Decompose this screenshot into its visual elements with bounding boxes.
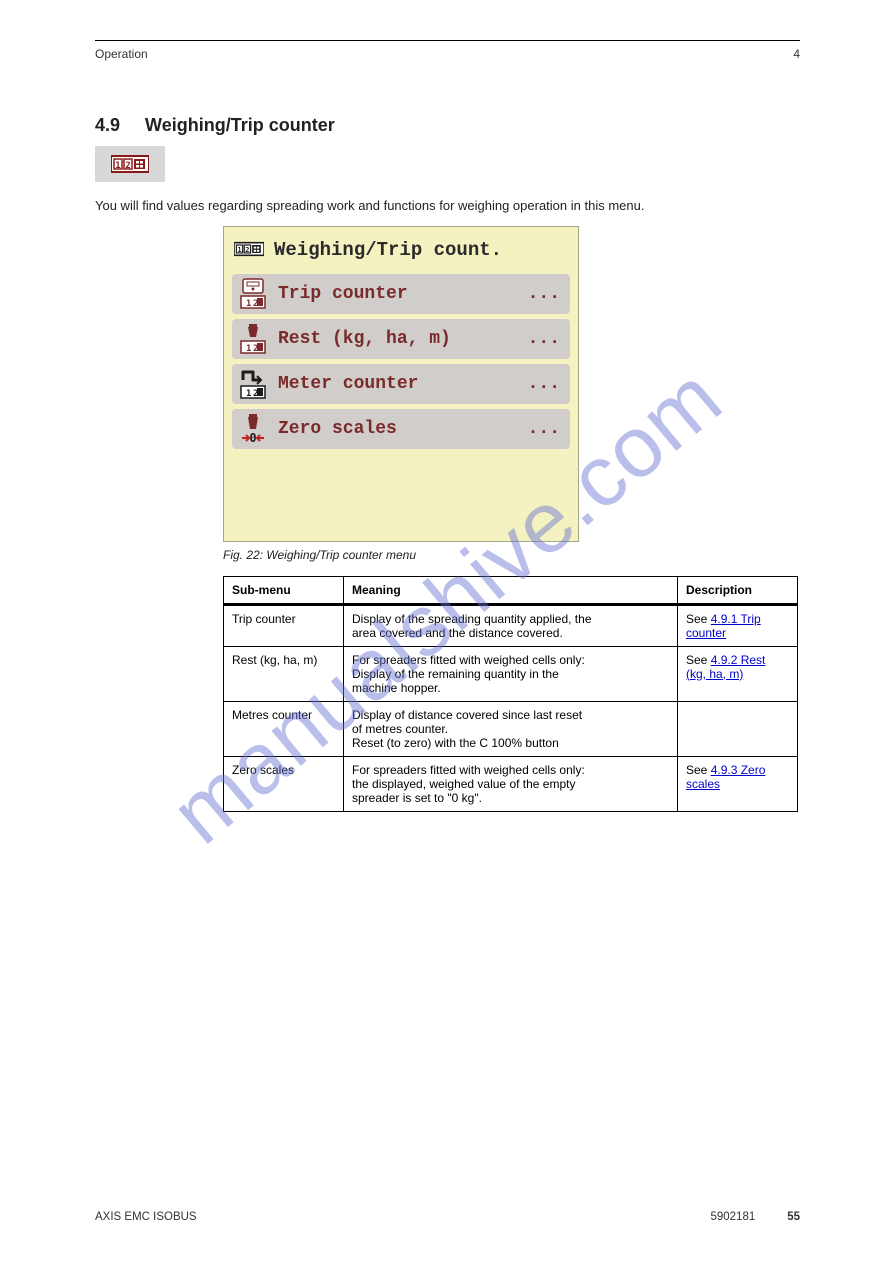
running-header: Operation 4: [95, 47, 800, 61]
desc-prefix: See: [686, 653, 711, 667]
cell-submenu: Trip counter: [224, 604, 344, 646]
figure-label: Fig. 22:: [223, 548, 263, 562]
svg-text:0: 0: [249, 431, 256, 445]
svg-text:1: 1: [115, 161, 120, 171]
cell-meaning: Display of distance covered since last r…: [344, 701, 678, 756]
svg-text:2: 2: [245, 245, 249, 254]
intro-paragraph: You will find values regarding spreading…: [95, 196, 800, 216]
page-footer: AXIS EMC ISOBUS 5902181 55: [95, 1211, 800, 1223]
svg-text:2: 2: [125, 161, 130, 171]
col-header-submenu: Sub-menu: [224, 576, 344, 604]
odometer-badge: 1 2: [95, 146, 165, 182]
cell-description: [678, 701, 798, 756]
cell-meaning: Display of the spreading quantity applie…: [344, 604, 678, 646]
figure-text: Weighing/Trip counter menu: [266, 548, 416, 562]
screen-title: Weighing/Trip count.: [274, 239, 502, 261]
menu-item-trip-counter[interactable]: 1 2 Trip counter ...: [232, 274, 570, 314]
figure-caption: Fig. 22: Weighing/Trip counter menu: [223, 548, 579, 562]
device-screenshot: 1 2 Weighing/Trip count.: [223, 226, 579, 562]
svg-text:1: 1: [246, 389, 251, 399]
cell-submenu: Rest (kg, ha, m): [224, 646, 344, 701]
menu-label: Rest (kg, ha, m): [278, 329, 518, 349]
footer-right: 5902181 55: [710, 1211, 800, 1223]
menu-label: Trip counter: [278, 284, 518, 304]
table-header-row: Sub-menu Meaning Description: [224, 576, 798, 604]
page-content: Operation 4 4.9 Weighing/Trip counter 1 …: [95, 40, 800, 812]
table-row: Zero scales For spreaders fitted with we…: [224, 756, 798, 811]
svg-text:1: 1: [237, 245, 241, 254]
device-screen: 1 2 Weighing/Trip count.: [223, 226, 579, 542]
menu-dots: ...: [528, 284, 560, 304]
menu-dots: ...: [528, 374, 560, 394]
svg-text:1: 1: [246, 344, 251, 354]
cell-submenu: Metres counter: [224, 701, 344, 756]
menu-item-zero-scales[interactable]: 0 Zero scales ...: [232, 409, 570, 449]
col-header-meaning: Meaning: [344, 576, 678, 604]
menu-item-meter-counter[interactable]: 1 2 Meter counter ...: [232, 364, 570, 404]
menu-item-rest[interactable]: 1 2 Rest (kg, ha, m) ...: [232, 319, 570, 359]
cell-description: See 4.9.3 Zero scales: [678, 756, 798, 811]
table-row: Metres counter Display of distance cover…: [224, 701, 798, 756]
footer-left: AXIS EMC ISOBUS: [95, 1211, 197, 1223]
odometer-icon: 1 2: [234, 240, 264, 260]
section-number: 4.9: [95, 115, 120, 135]
menu-label: Meter counter: [278, 374, 518, 394]
cell-meaning: For spreaders fitted with weighed cells …: [344, 646, 678, 701]
odometer-icon: 1 2: [111, 154, 149, 174]
section-title: Weighing/Trip counter: [145, 115, 335, 135]
rest-icon: 1 2: [238, 323, 268, 355]
menu-dots: ...: [528, 329, 560, 349]
table-row: Rest (kg, ha, m) For spreaders fitted wi…: [224, 646, 798, 701]
submenu-table: Sub-menu Meaning Description Trip counte…: [223, 576, 798, 812]
submenu-table-wrap: Sub-menu Meaning Description Trip counte…: [223, 576, 798, 812]
trip-counter-icon: 1 2: [238, 278, 268, 310]
desc-prefix: See: [686, 612, 711, 626]
menu-dots: ...: [528, 419, 560, 439]
cell-description: See 4.9.2 Rest (kg, ha, m): [678, 646, 798, 701]
footer-page: 55: [787, 1211, 800, 1223]
header-right: 4: [793, 47, 800, 61]
svg-text:1: 1: [246, 299, 251, 309]
cell-submenu: Zero scales: [224, 756, 344, 811]
col-header-description: Description: [678, 576, 798, 604]
zero-scales-icon: 0: [238, 413, 268, 445]
header-left: Operation: [95, 47, 148, 61]
header-rule: [95, 40, 800, 41]
table-row: Trip counter Display of the spreading qu…: [224, 604, 798, 646]
cell-meaning: For spreaders fitted with weighed cells …: [344, 756, 678, 811]
menu-label: Zero scales: [278, 419, 518, 439]
meter-counter-icon: 1 2: [238, 368, 268, 400]
section-heading: 4.9 Weighing/Trip counter: [95, 115, 800, 136]
desc-prefix: See: [686, 763, 711, 777]
cell-description: See 4.9.1 Trip counter: [678, 604, 798, 646]
screen-header: 1 2 Weighing/Trip count.: [230, 233, 572, 269]
